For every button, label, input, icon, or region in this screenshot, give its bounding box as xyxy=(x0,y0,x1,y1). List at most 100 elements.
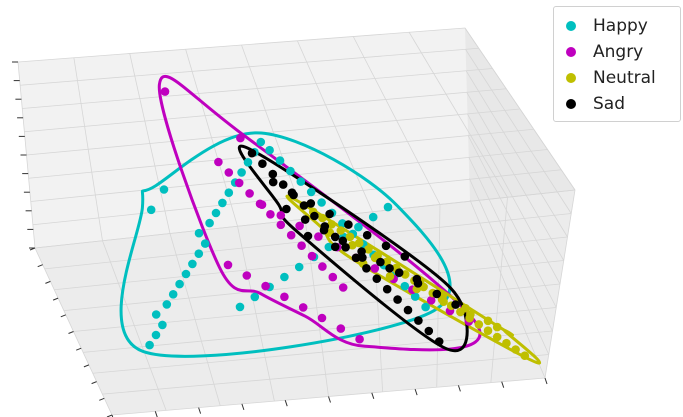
x-axis-tick xyxy=(284,400,288,407)
neutral-point xyxy=(354,238,364,248)
neutral-point xyxy=(511,345,520,354)
x-axis-tick xyxy=(241,403,245,411)
sad-point xyxy=(247,148,257,158)
back-pane xyxy=(18,28,575,248)
happy-point xyxy=(218,198,227,208)
happy-point xyxy=(400,281,410,291)
angry-point xyxy=(214,157,223,167)
sad-point xyxy=(319,225,329,235)
neutral-point xyxy=(348,240,357,250)
sad-point xyxy=(300,215,310,224)
y-axis-tick xyxy=(29,247,36,251)
neutral-point xyxy=(461,303,470,313)
sad-point xyxy=(394,268,404,278)
sad-point xyxy=(344,220,353,229)
legend-marker-angry xyxy=(566,47,576,57)
angry-point xyxy=(297,241,306,250)
grid-line xyxy=(465,49,572,214)
happy-point xyxy=(294,262,304,272)
sad-point xyxy=(268,169,278,179)
angry-point xyxy=(355,334,364,344)
happy-point xyxy=(224,188,234,197)
happy-point xyxy=(275,156,285,165)
angry-point xyxy=(266,210,275,219)
grid-line xyxy=(465,70,568,238)
happy-point xyxy=(235,302,245,312)
sad-point xyxy=(299,201,309,210)
angry-point xyxy=(286,230,296,240)
x-axis-tick xyxy=(414,388,418,396)
happy-point xyxy=(181,269,191,279)
y-axis-tick xyxy=(76,347,82,351)
y-axis-tick xyxy=(68,331,74,334)
happy-point xyxy=(296,177,306,186)
legend-item-angry: Angry xyxy=(566,41,643,63)
neutral-point xyxy=(336,226,346,235)
happy-point xyxy=(151,310,161,319)
legend-marker-happy xyxy=(566,21,576,31)
happy-point xyxy=(237,168,246,177)
angry-point xyxy=(257,200,267,209)
happy-point xyxy=(410,292,420,301)
neutral-point xyxy=(382,257,392,267)
sad-point xyxy=(362,230,372,240)
sad-point xyxy=(338,236,348,246)
sad-point xyxy=(424,326,434,336)
sad-point xyxy=(303,231,313,241)
grid-line xyxy=(28,128,534,179)
x-axis-tick xyxy=(198,407,202,414)
sad-point xyxy=(268,177,278,187)
angry-point xyxy=(280,292,289,302)
legend-item-sad: Sad xyxy=(566,93,625,115)
happy-outline xyxy=(119,131,452,358)
angry-outline xyxy=(157,74,482,352)
grid-line xyxy=(544,189,576,379)
happy-point xyxy=(146,205,156,215)
neutral-point xyxy=(385,272,395,281)
happy-point xyxy=(280,272,289,282)
sad-point xyxy=(381,241,391,251)
sad-point xyxy=(282,204,291,214)
y-axis-tick xyxy=(45,280,51,284)
legend-label-sad: Sad xyxy=(593,94,625,114)
angry-point xyxy=(261,281,270,291)
sad-point xyxy=(372,274,382,284)
grid-line xyxy=(372,211,384,392)
legend-item-happy: Happy xyxy=(566,15,648,37)
data-points xyxy=(145,87,530,361)
happy-point xyxy=(145,340,154,350)
angry-point xyxy=(298,303,308,312)
grid-line xyxy=(352,36,441,205)
grid-line xyxy=(92,330,553,374)
grid-line xyxy=(464,27,576,191)
sad-point xyxy=(306,199,316,208)
happy-point xyxy=(194,228,204,238)
sad-point xyxy=(432,289,442,299)
grid-line xyxy=(467,113,561,285)
sad-point xyxy=(358,253,367,262)
angry-point xyxy=(236,133,245,143)
sad-point xyxy=(434,337,444,346)
legend-label-neutral: Neutral xyxy=(593,68,656,88)
neutral-point xyxy=(474,320,484,329)
grid-line xyxy=(297,40,373,212)
sad-point xyxy=(258,159,267,168)
legend-item-neutral: Neutral xyxy=(566,67,656,89)
grid-line xyxy=(469,199,546,379)
angry-point xyxy=(276,220,286,230)
neutral-point xyxy=(345,232,355,242)
happy-point xyxy=(188,259,197,269)
angry-point xyxy=(224,168,234,177)
sad-point xyxy=(330,232,340,242)
sad-point xyxy=(382,284,392,294)
y-axis-tick xyxy=(52,297,59,301)
happy-point xyxy=(205,218,214,228)
happy-point xyxy=(421,302,430,312)
x-axis-tick xyxy=(328,396,331,403)
angry-point xyxy=(223,260,233,270)
neutral-point xyxy=(364,245,373,254)
legend: Happy Angry Neutral Sad xyxy=(553,6,681,122)
x-axis-tick xyxy=(371,392,375,399)
happy-point xyxy=(286,166,295,176)
